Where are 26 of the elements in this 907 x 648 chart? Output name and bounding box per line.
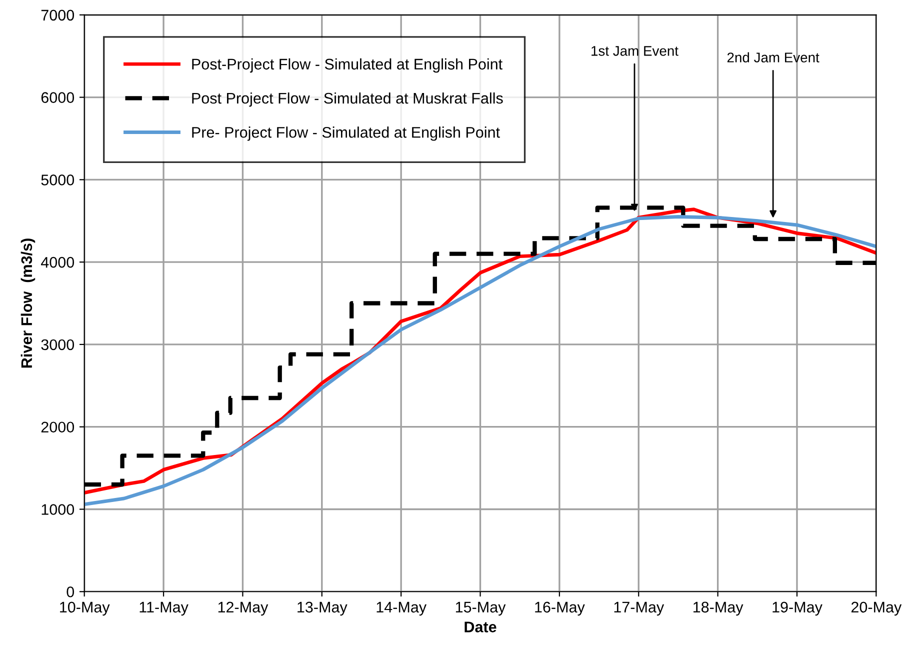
x-tick-label: 19-May [772, 602, 822, 616]
x-tick-label: 10-May [60, 602, 110, 616]
annotation: 2nd Jam Event [727, 52, 820, 62]
y-axis-title: River Flow (m3/s) [20, 238, 36, 368]
y-tick-label: 3000 [41, 339, 74, 350]
y-tick-label: 6000 [41, 92, 74, 103]
legend-label: Post-Project Flow - Simulated at English Point [192, 58, 502, 73]
y-tick-label: 5000 [41, 174, 74, 186]
x-tick-label: 17-May [614, 602, 664, 616]
y-tick-label: 2000 [41, 422, 74, 433]
x-tick-label: 14-May [376, 602, 427, 616]
x-tick-label: 20-May [851, 602, 902, 616]
annotation: 1st Jam Event [592, 46, 678, 56]
x-tick-label: 18-May [693, 602, 744, 616]
y-tick-label: 0 [66, 586, 74, 598]
y-tick-label: 4000 [40, 256, 74, 268]
legend-label: Pre- Project Flow - Simulated at English Point [192, 126, 500, 141]
legend-label: Post Project Flow - Simulated at Muskrat Falls [192, 92, 503, 107]
x-tick-label: 11-May [140, 602, 188, 616]
x-tick-label: 16-May [535, 602, 585, 616]
y-tick-label: 7000 [41, 10, 74, 21]
x-tick-label: 13-May [298, 602, 348, 616]
x-tick-label: 15-May [456, 602, 506, 616]
x-tick-label: 12-May [218, 602, 268, 616]
x-axis-title: Date [464, 622, 496, 632]
y-tick-label: 1000 [42, 504, 74, 515]
